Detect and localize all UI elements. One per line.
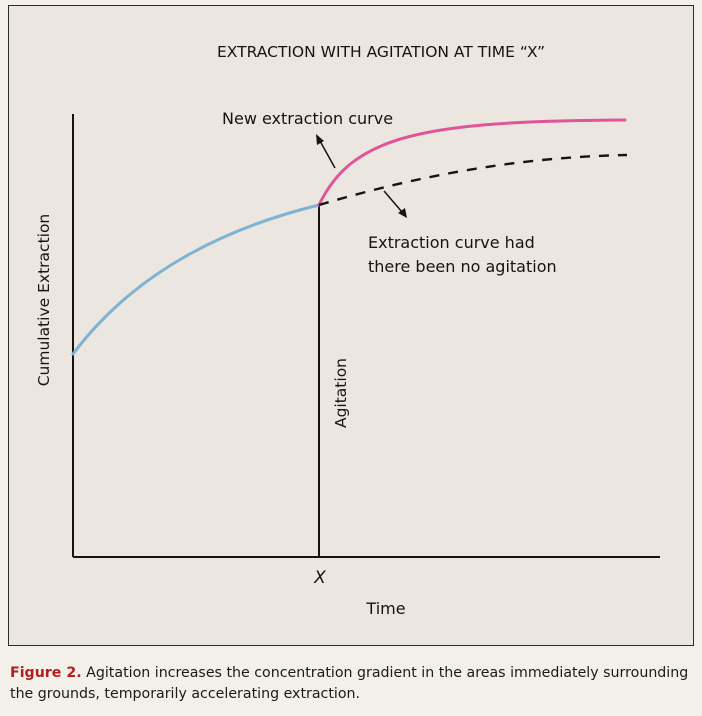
no-agitation-label-line1: Extraction curve had <box>368 233 535 252</box>
no-agitation-label-line2: there been no agitation <box>368 257 557 276</box>
new-curve-arrow <box>319 140 336 169</box>
no-agitation-arrow <box>383 190 403 213</box>
x-marker-label: X <box>313 568 326 588</box>
y-axis-label: Cumulative Extraction <box>35 214 53 387</box>
caption-label: Figure 2. <box>10 665 82 681</box>
new-curve-label: New extraction curve <box>222 109 393 128</box>
caption-text: Agitation increases the concentration gr… <box>10 665 689 702</box>
agitation-label: Agitation <box>332 358 350 428</box>
x-axis-label: Time <box>365 599 405 618</box>
no-agitation-arrowhead <box>398 208 407 218</box>
extraction-diagram: EXTRACTION WITH AGITATION AT TIME “X” Ne… <box>35 43 660 618</box>
figure-panel <box>8 5 694 646</box>
pre-agitation-curve <box>71 203 321 356</box>
figure-caption: Figure 2. Agitation increases the concen… <box>10 663 694 705</box>
no-agitation-curve <box>318 153 628 207</box>
new-extraction-curve <box>317 118 627 207</box>
new-curve-arrowhead <box>316 134 324 145</box>
diagram-title: EXTRACTION WITH AGITATION AT TIME “X” <box>217 43 545 61</box>
